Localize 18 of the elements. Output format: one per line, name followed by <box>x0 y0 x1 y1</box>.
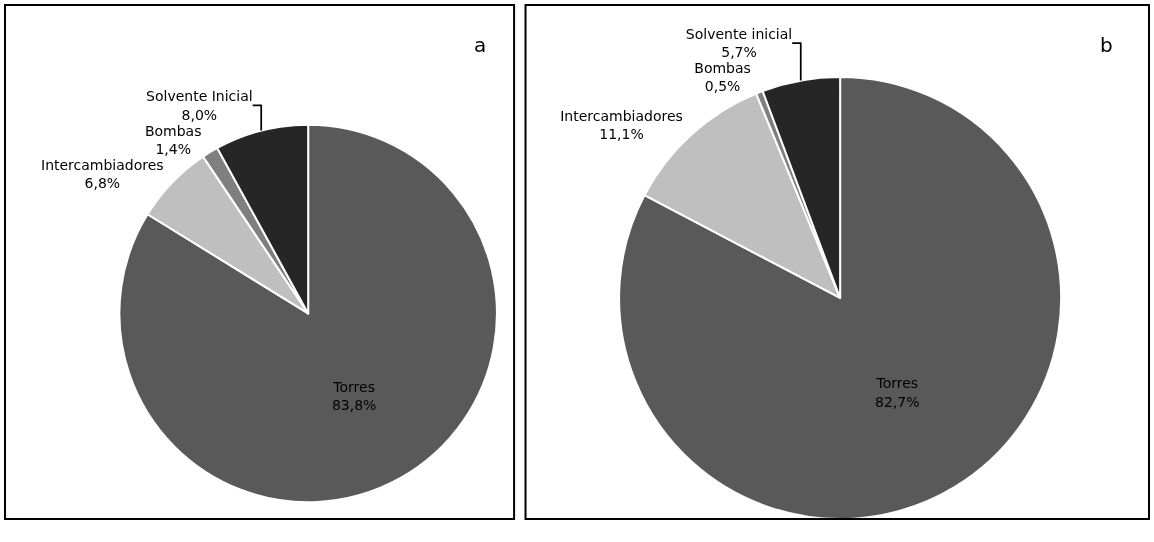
slice-label: Solvente inicial <box>685 26 793 43</box>
slice-label: Torres <box>875 375 919 392</box>
slice-label: Solvente Inicial <box>146 88 253 105</box>
slice-label: Bombas <box>144 122 202 139</box>
data-label: 11,1% <box>599 126 644 143</box>
slice-label: Intercambiadores <box>41 157 164 174</box>
text: b <box>1100 33 1113 57</box>
data-label: 1,4% <box>155 140 191 157</box>
slice-label: Intercambiadores <box>560 108 683 125</box>
data-label: 83,8% <box>331 396 377 413</box>
data-label: 82,7% <box>875 393 920 410</box>
data-label: 5,7% <box>721 44 757 61</box>
chart-title: a <box>474 33 487 57</box>
data-label: 0,5% <box>704 78 741 95</box>
slice-label: Bombas <box>694 60 751 77</box>
data-label: 6,8% <box>84 175 121 192</box>
slice-label: Torres <box>332 378 375 395</box>
data-label: 8,0% <box>181 106 218 123</box>
